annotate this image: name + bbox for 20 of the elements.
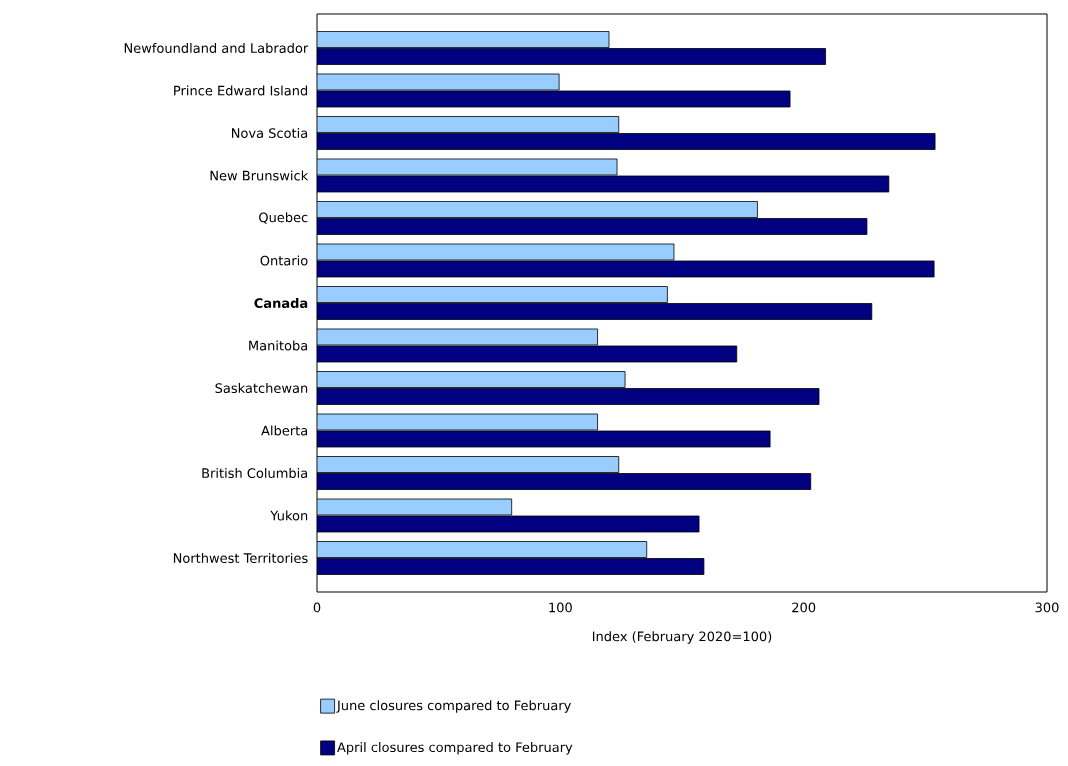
y-tick-label: Quebec	[259, 212, 308, 224]
y-tick-label: Newfoundland and Labrador	[124, 42, 309, 54]
y-tick-label: British Columbia	[202, 467, 308, 479]
x-tick-label: 100	[549, 602, 572, 613]
x-tick-label: 200	[792, 602, 816, 613]
y-tick-label: Saskatchewan	[215, 382, 308, 394]
legend-label: April closures compared to February	[337, 742, 573, 755]
y-tick-label: Prince Edward Island	[174, 85, 308, 96]
y-tick-label: Canada	[254, 297, 308, 309]
y-tick-label: Manitoba	[249, 340, 308, 351]
y-tick-label: Alberta	[261, 425, 308, 436]
y-tick-label: Northwest Territories	[173, 552, 308, 564]
x-axis-title: Index (February 2020=100)	[592, 631, 772, 644]
legend-label: June closures compared to February	[336, 700, 571, 713]
y-tick-label: New Brunswick	[210, 170, 309, 181]
x-tick-label: 0	[313, 602, 321, 613]
y-tick-label: Nova Scotia	[232, 127, 308, 139]
y-tick-label: Yukon	[270, 510, 308, 521]
x-tick-label: 300	[1035, 602, 1059, 613]
y-tick-label: Ontario	[260, 255, 308, 266]
